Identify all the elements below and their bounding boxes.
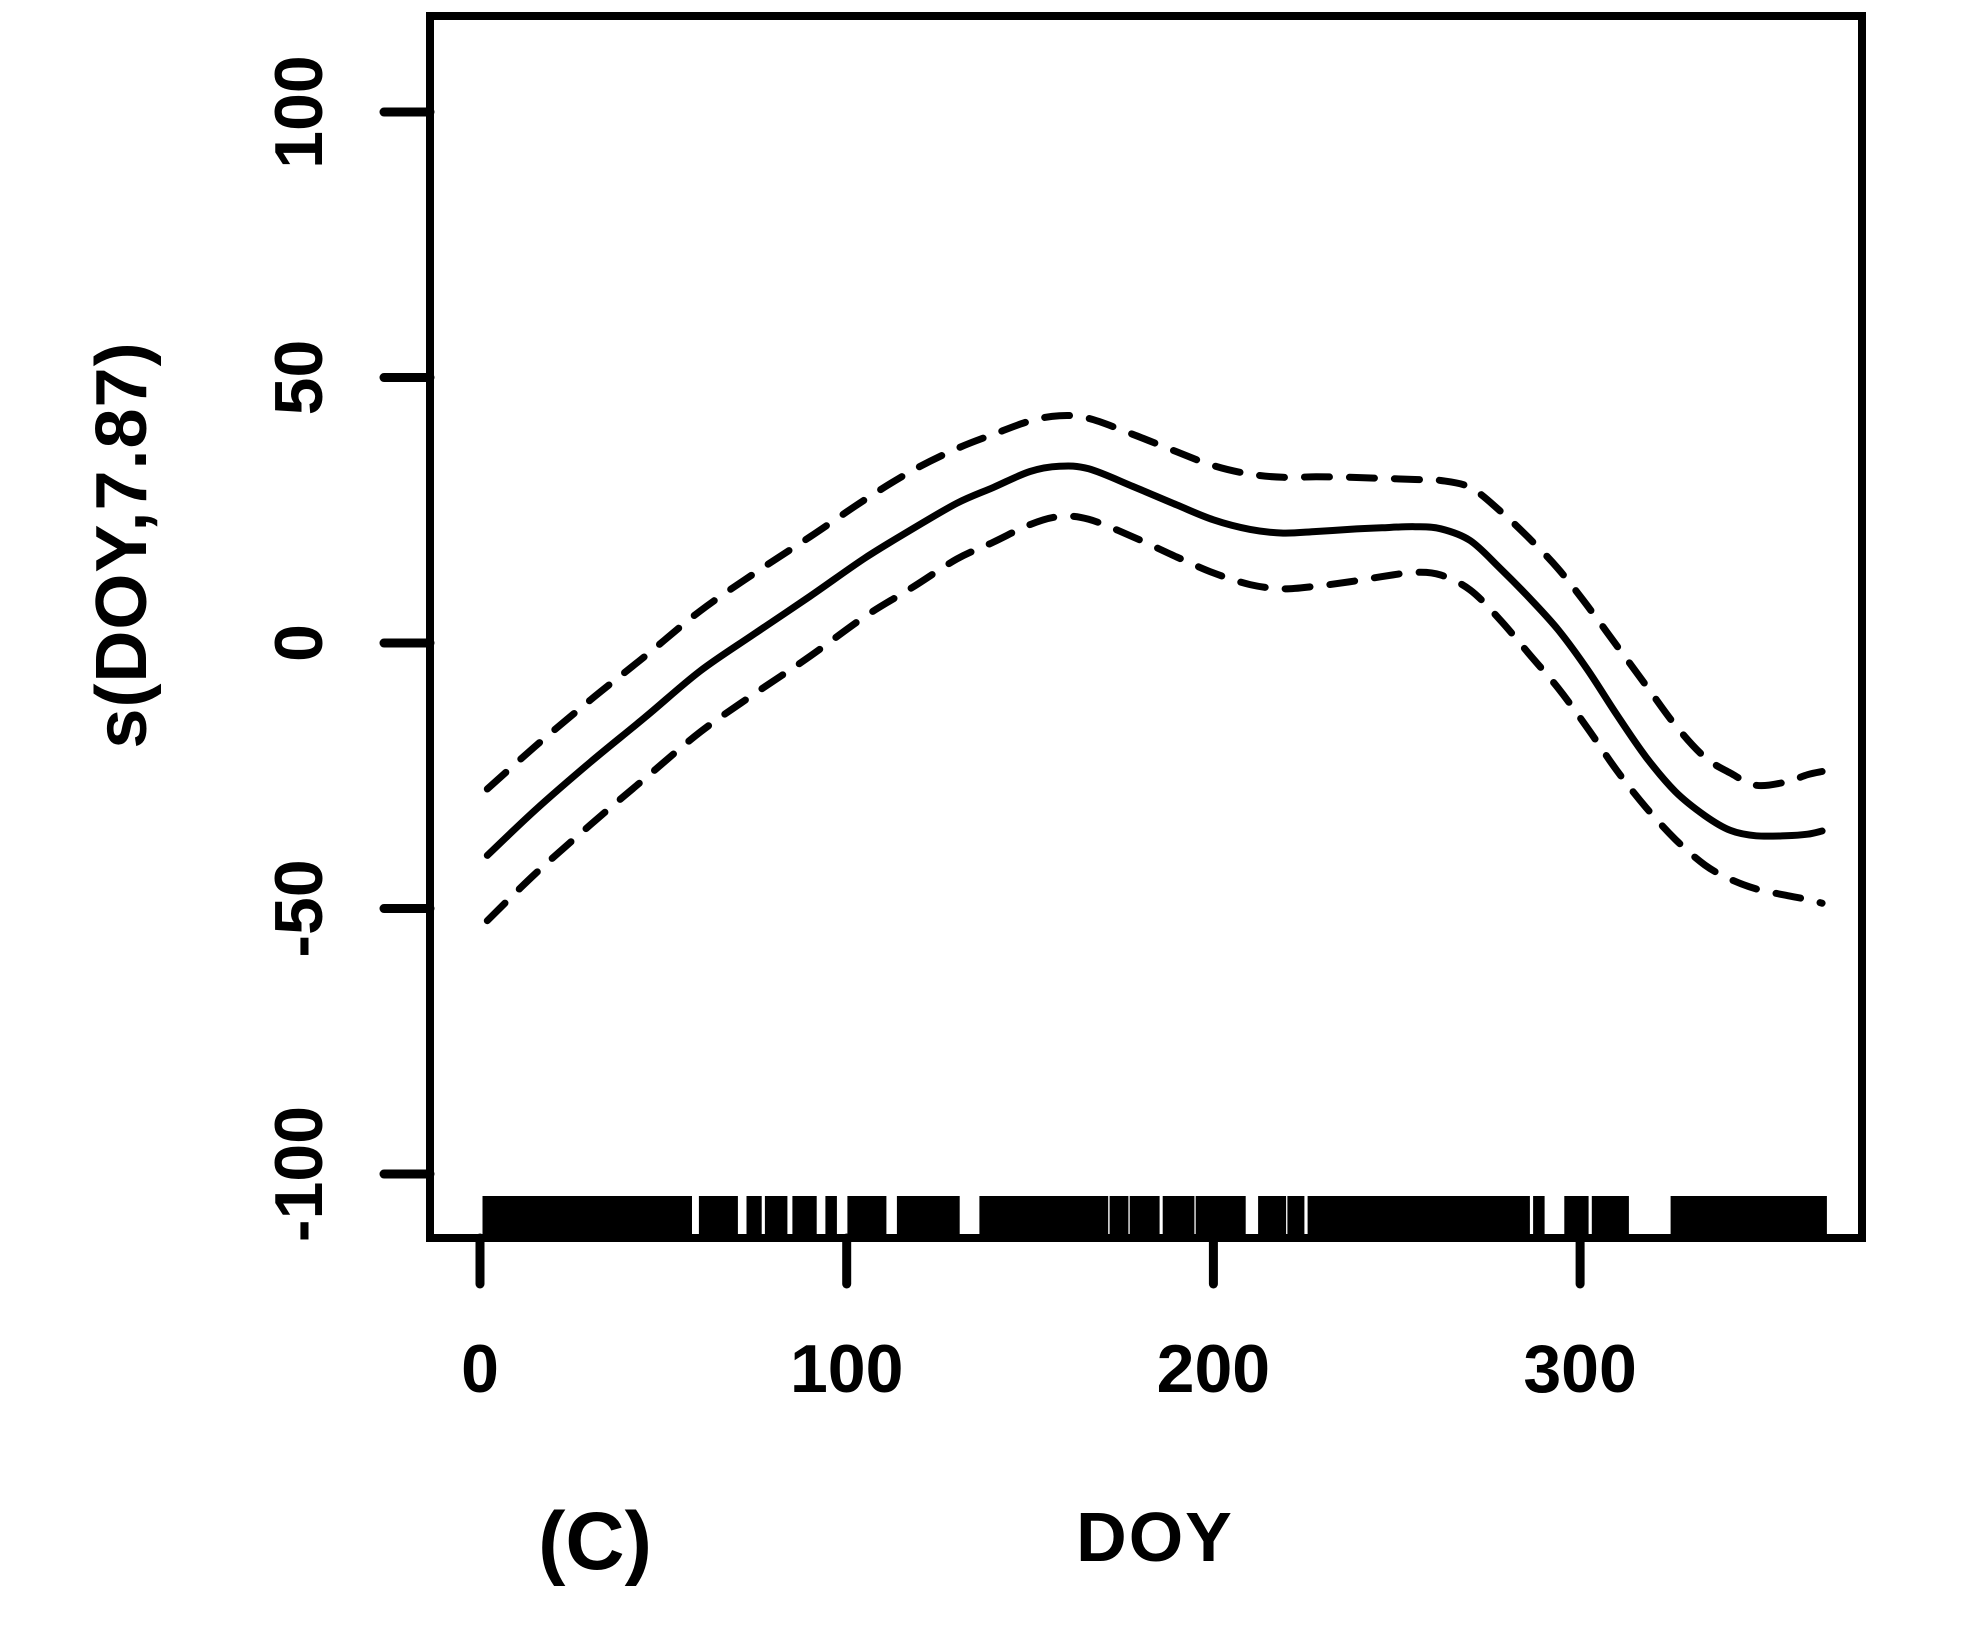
rug-marks [1144,1196,1160,1236]
rug-marks [1258,1196,1272,1236]
rug-marks [1287,1196,1305,1236]
upper-ci-curve [483,412,1826,793]
y-tick-label: -100 [261,1106,337,1242]
rug-marks [792,1196,806,1236]
rug-marks [1670,1196,1690,1236]
rug-marks [1687,1196,1703,1236]
rug-marks [1591,1196,1607,1236]
rug-marks [979,1196,1039,1236]
rug-marks [1109,1196,1129,1236]
rug-marks [874,1196,887,1236]
x-tick-label: 200 [1157,1331,1270,1407]
panel-label: (C) [538,1496,652,1587]
rug-marks [1615,1196,1629,1236]
x-axis-label: DOY [1076,1498,1234,1576]
rug-marks [1533,1196,1545,1236]
rug-marks [1606,1196,1618,1236]
y-axis-label: s(DOY,7.87) [82,341,162,749]
lower-ci-curve [483,512,1826,925]
rug-marks [746,1196,762,1236]
x-tick-label: 300 [1523,1331,1636,1407]
rug-marks [1575,1196,1589,1236]
rug-marks [1707,1196,1717,1236]
rug-marks [805,1196,817,1236]
smooth-fit-curve [483,462,1826,859]
rug-marks [1038,1196,1067,1236]
rug-marks [1564,1196,1576,1236]
rug-marks [1063,1196,1109,1236]
y-tick-label: 0 [261,624,337,662]
rug-marks [847,1196,876,1236]
rug-marks [825,1196,837,1236]
plot-box [426,12,1866,1242]
rug-marks [1307,1196,1318,1236]
y-tick-label: 100 [261,55,337,168]
rug-marks [764,1196,788,1236]
x-tick-label: 100 [790,1331,903,1407]
rug-marks [1270,1196,1287,1236]
rug-marks [1175,1196,1195,1236]
rug-marks [1714,1196,1827,1236]
rug-marks [896,1196,938,1236]
y-tick-label: -50 [261,859,337,957]
rug-marks [482,1196,692,1236]
rug-marks [1316,1196,1518,1236]
rug-marks [1162,1196,1176,1236]
rug-marks [1129,1196,1145,1236]
y-tick-label: 50 [261,340,337,416]
rug-marks [1516,1196,1530,1236]
rug-marks [937,1196,960,1236]
rug-marks [698,1196,738,1236]
rug-marks [1699,1196,1710,1236]
rug-marks [1195,1196,1246,1236]
x-tick-label: 0 [461,1331,499,1407]
